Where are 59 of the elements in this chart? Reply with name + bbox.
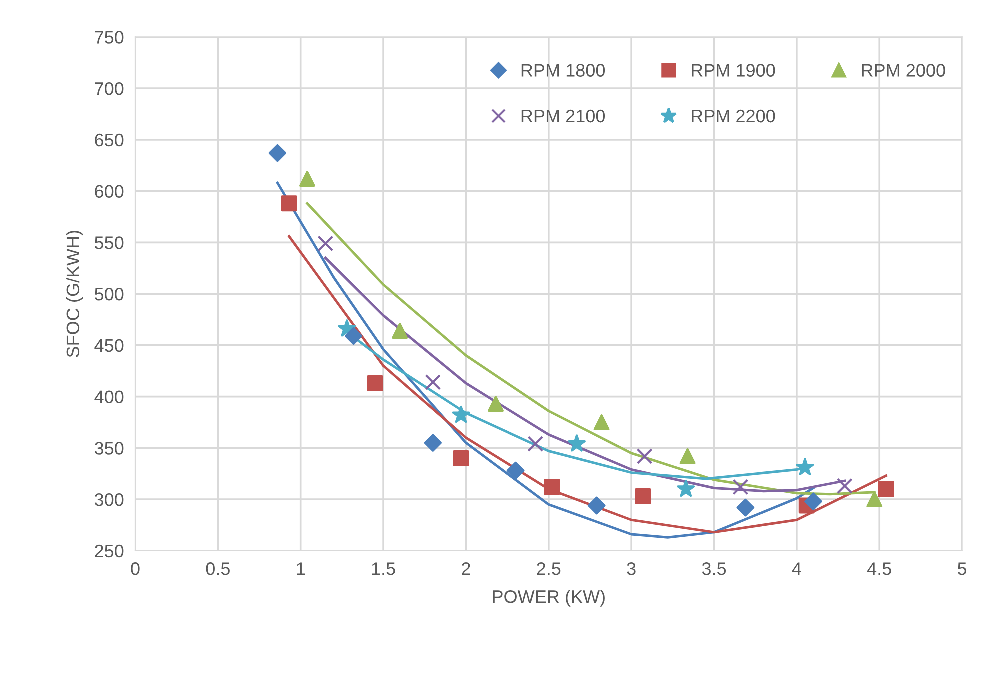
x-tick-label: 4	[792, 562, 802, 576]
y-tick-label: 600	[95, 185, 124, 198]
point	[392, 323, 408, 340]
point	[453, 450, 470, 466]
point	[528, 436, 544, 452]
point	[544, 479, 560, 496]
point	[344, 327, 363, 346]
x-tick-label: 2	[462, 562, 470, 576]
point	[836, 478, 853, 494]
point	[796, 458, 814, 476]
point	[452, 406, 470, 424]
y-tick-label: 400	[94, 390, 124, 404]
point	[424, 434, 442, 452]
point	[268, 144, 287, 162]
line-series	[276, 182, 815, 539]
x-tick-label: 4.5	[867, 562, 892, 576]
point	[736, 498, 755, 517]
legend-label: RPM 2100	[522, 110, 606, 123]
y-tick-label: 450	[94, 339, 124, 352]
legend-label: RPM 2200	[692, 110, 776, 123]
point	[425, 374, 442, 390]
x-axis-title: POWER (KW)	[493, 590, 605, 607]
y-tick-label: 650	[95, 134, 124, 147]
legend-label: RPM 2000	[862, 64, 946, 77]
point	[588, 496, 606, 515]
point	[677, 480, 696, 498]
point	[367, 375, 384, 392]
point	[680, 448, 696, 464]
y-tick-label: 300	[94, 494, 124, 506]
y-tick-label: 350	[94, 442, 124, 455]
point	[878, 481, 894, 498]
y-tick-label: 750	[95, 31, 124, 44]
point	[732, 479, 749, 496]
point	[318, 236, 334, 252]
x-tick-label: 3.5	[702, 562, 726, 576]
point	[299, 170, 316, 187]
y-tick-label: 700	[95, 82, 124, 96]
y-tick-label: 250	[95, 544, 124, 558]
x-tick-label: 0	[131, 562, 140, 576]
y-tick-label: 550	[94, 236, 124, 250]
x-tick-label: 2.5	[537, 562, 561, 576]
legend-label: RPM 1800	[522, 64, 606, 77]
point	[804, 492, 822, 511]
point	[568, 434, 586, 452]
point	[594, 414, 610, 430]
point	[281, 196, 298, 212]
point	[635, 488, 652, 504]
y-tick-label: 500	[94, 288, 124, 301]
x-tick-label: 1.5	[372, 562, 396, 576]
y-axis-title: SFOC (G/KWH)	[66, 230, 84, 358]
point	[636, 448, 653, 464]
point	[488, 396, 504, 412]
point	[506, 462, 525, 480]
x-tick-label: 0.5	[206, 562, 230, 576]
point	[866, 492, 883, 508]
x-tick-label: 1	[297, 562, 305, 576]
x-tick-label: 5	[958, 562, 967, 576]
legend-label: RPM 1900	[692, 64, 776, 77]
x-tick-label: 3	[627, 562, 636, 576]
